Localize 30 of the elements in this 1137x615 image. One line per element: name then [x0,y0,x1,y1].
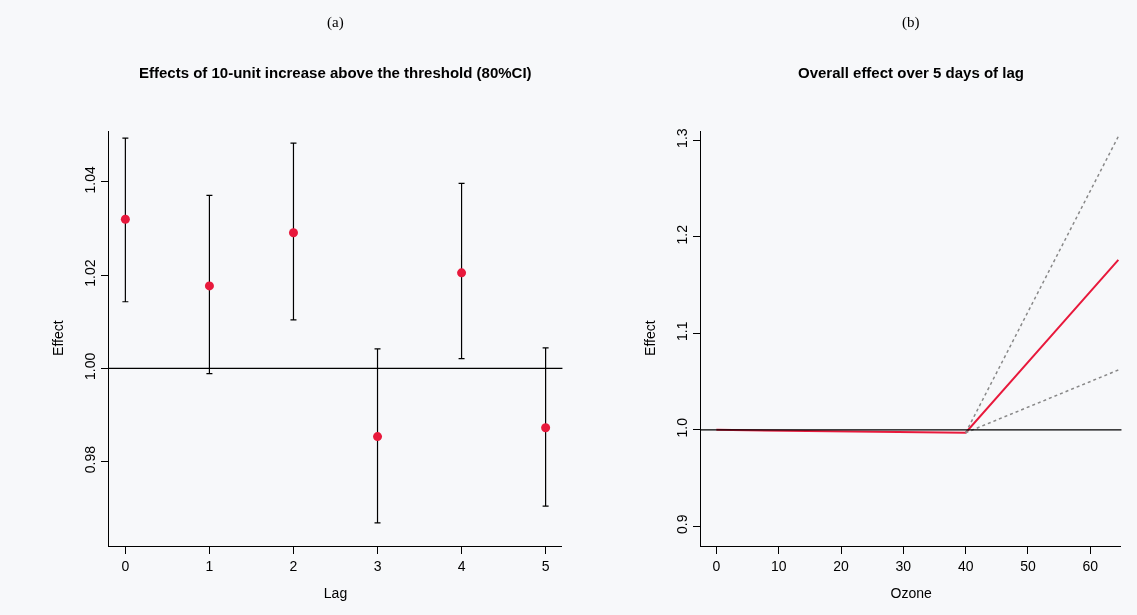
x-axis-title: Lag [323,584,348,601]
x-tick-label: 0 [121,557,130,574]
x-tick-label: 60 [1082,557,1099,574]
text: (a) [327,14,344,31]
y-tick-label: 1.02 [81,259,98,287]
text: (b) [902,14,920,31]
y-tick-label: 1.3 [674,128,691,148]
y-tick-label: 0.98 [81,445,98,474]
x-tick-label: 1 [205,557,214,574]
x-tick-label: 40 [957,557,974,574]
x-tick-label: 2 [289,557,298,574]
y-axis-title: Effect [49,320,66,356]
y-axis-title: Effect [641,320,658,356]
y-tick-label: 1.2 [674,224,691,245]
x-tick-label: 3 [373,557,382,574]
y-tick-label: 0.9 [674,514,691,535]
x-tick-label: 10 [770,557,787,574]
x-axis-title: Ozone [890,584,932,601]
x-tick-label: 30 [895,557,912,574]
x-tick-label: 50 [1020,557,1036,574]
x-tick-label: 5 [541,557,550,574]
chart-title: Effects of 10-unit increase above the threshold (80%CI) [139,64,532,81]
y-tick-label: 1.04 [81,165,98,194]
x-tick-label: 0 [712,557,721,574]
y-tick-label: 1.0 [674,417,691,438]
x-tick-label: 20 [833,557,850,574]
chart-title: Overall effect over 5 days of lag [798,64,1024,81]
y-tick-label: 1.00 [81,352,98,380]
y-tick-label: 1.1 [674,321,691,341]
x-tick-label: 4 [457,557,466,574]
